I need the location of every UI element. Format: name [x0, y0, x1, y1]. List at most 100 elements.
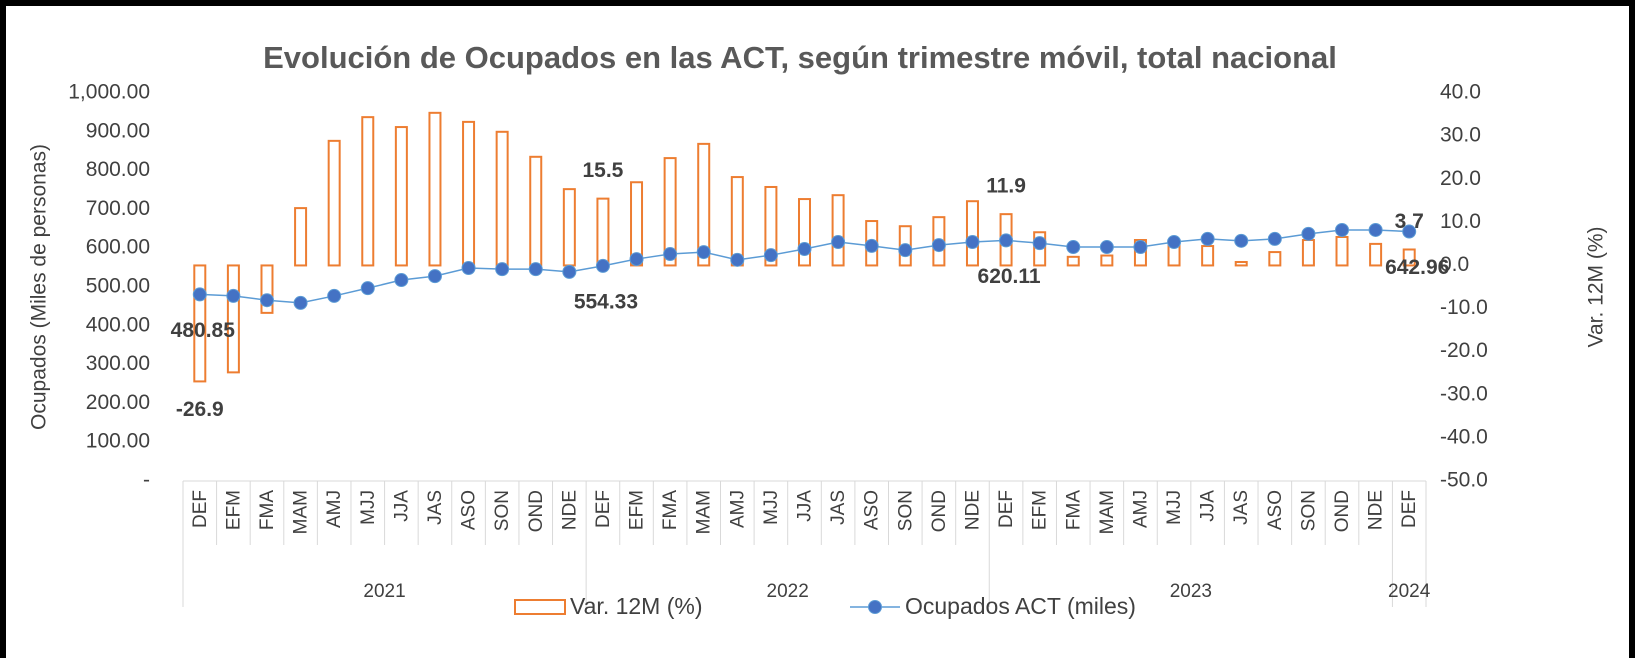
- y-tick-label: 400.00: [86, 313, 150, 336]
- bar: [394, 126, 408, 267]
- line-marker: [898, 243, 913, 258]
- line-marker: [931, 238, 946, 253]
- y2-tick-label: 10.0: [1440, 210, 1481, 233]
- line-marker: [1234, 233, 1249, 248]
- line-marker: [1099, 240, 1114, 255]
- x-tick-label: EFM: [1030, 490, 1051, 530]
- line-marker: [595, 258, 610, 273]
- line-marker: [1301, 226, 1316, 241]
- y-tick-label: 1,000.00: [68, 81, 150, 104]
- y2-tick-label: -30.0: [1440, 382, 1488, 405]
- bar: [462, 120, 476, 267]
- line-marker: [1335, 222, 1350, 237]
- y-axis-title: Ocupados (Miles de personas): [28, 144, 51, 430]
- line-marker: [427, 269, 442, 284]
- year-label: 2023: [1170, 581, 1212, 602]
- x-tick-label: DEF: [190, 490, 211, 528]
- x-tick-label: SON: [1298, 490, 1319, 531]
- bar: [965, 200, 979, 267]
- x-tick-label: JAS: [425, 490, 446, 525]
- y-tick-label: 500.00: [86, 275, 150, 298]
- chart-title: Evolución de Ocupados en las ACT, según …: [263, 40, 1337, 75]
- x-tick-label: OND: [929, 490, 950, 532]
- x-tick-label: ASO: [459, 490, 480, 530]
- line-marker: [528, 262, 543, 277]
- year-label: 2024: [1388, 581, 1431, 602]
- bar: [1100, 254, 1114, 267]
- x-tick-label: DEF: [1399, 490, 1420, 528]
- y-tick-label: 900.00: [86, 119, 150, 142]
- line-marker: [1267, 231, 1282, 246]
- line-marker: [192, 287, 207, 302]
- bar: [1066, 255, 1080, 267]
- bar: [1335, 235, 1349, 267]
- x-tick-label: JJA: [1198, 490, 1219, 522]
- legend-label: Var. 12M (%): [570, 593, 703, 619]
- y-tick-label: 300.00: [86, 352, 150, 375]
- x-tick-label: FMA: [660, 490, 681, 530]
- bar: [226, 264, 240, 374]
- line-marker: [797, 241, 812, 256]
- x-tick-label: FMA: [1063, 490, 1084, 530]
- x-tick-label: JJA: [795, 490, 816, 522]
- bar: [294, 207, 308, 267]
- x-tick-label: OND: [1332, 490, 1353, 532]
- line-marker: [763, 248, 778, 263]
- line-marker: [327, 288, 342, 303]
- y2-tick-label: -40.0: [1440, 425, 1488, 448]
- line-value-label: 642.96: [1385, 256, 1449, 279]
- bar-value-label: -26.9: [176, 398, 224, 421]
- line-marker: [864, 238, 879, 253]
- y-tick-label: 100.00: [86, 430, 150, 453]
- line-value-label: 620.11: [978, 265, 1041, 288]
- bar-value-label: 3.7: [1395, 210, 1424, 233]
- y-tick-label: -: [143, 469, 150, 492]
- line-marker: [461, 260, 476, 275]
- bar: [596, 197, 610, 267]
- line-marker: [226, 288, 241, 303]
- x-tick-label: MJJ: [761, 490, 782, 525]
- y2-tick-label: 40.0: [1440, 81, 1481, 104]
- bar: [1268, 251, 1282, 267]
- x-tick-label: JAS: [1231, 490, 1252, 525]
- bar: [831, 194, 845, 267]
- x-tick-label: NDE: [559, 490, 580, 530]
- line-marker: [1402, 224, 1417, 239]
- y2-axis-title: Var. 12M (%): [1585, 227, 1608, 348]
- x-tick-label: AMJ: [324, 490, 345, 528]
- bar: [764, 185, 778, 267]
- bar: [697, 142, 711, 267]
- bar: [663, 157, 677, 267]
- y2-tick-label: 0.0: [1440, 253, 1469, 276]
- line-value-label: 480.85: [171, 319, 236, 342]
- line-marker: [1066, 240, 1081, 255]
- line-marker: [562, 264, 577, 279]
- y2-tick-label: -10.0: [1440, 296, 1488, 319]
- line-value-label: 554.33: [574, 290, 638, 313]
- bar: [562, 188, 576, 267]
- bar: [1301, 239, 1315, 267]
- bar: [798, 198, 811, 267]
- y2-tick-label: 20.0: [1440, 167, 1481, 190]
- x-tick-label: MAM: [694, 490, 715, 534]
- x-tick-label: FMA: [257, 490, 278, 530]
- legend-marker: [868, 600, 882, 614]
- bar: [428, 111, 442, 267]
- x-tick-label: JJA: [391, 490, 412, 522]
- line-marker: [730, 252, 745, 267]
- x-tick-label: MAM: [1097, 490, 1118, 534]
- line-marker: [999, 233, 1014, 248]
- bar: [529, 155, 543, 267]
- line-marker: [394, 273, 409, 288]
- line-marker: [293, 295, 308, 310]
- line-marker: [259, 293, 274, 308]
- bar: [1369, 242, 1383, 267]
- x-tick-label: AMJ: [1130, 490, 1151, 528]
- line-marker: [965, 234, 980, 249]
- year-label: 2022: [767, 581, 809, 602]
- line-marker: [1368, 222, 1383, 237]
- legend-label: Ocupados ACT (miles): [905, 593, 1136, 619]
- y-tick-label: 700.00: [86, 197, 150, 220]
- bar: [730, 176, 744, 267]
